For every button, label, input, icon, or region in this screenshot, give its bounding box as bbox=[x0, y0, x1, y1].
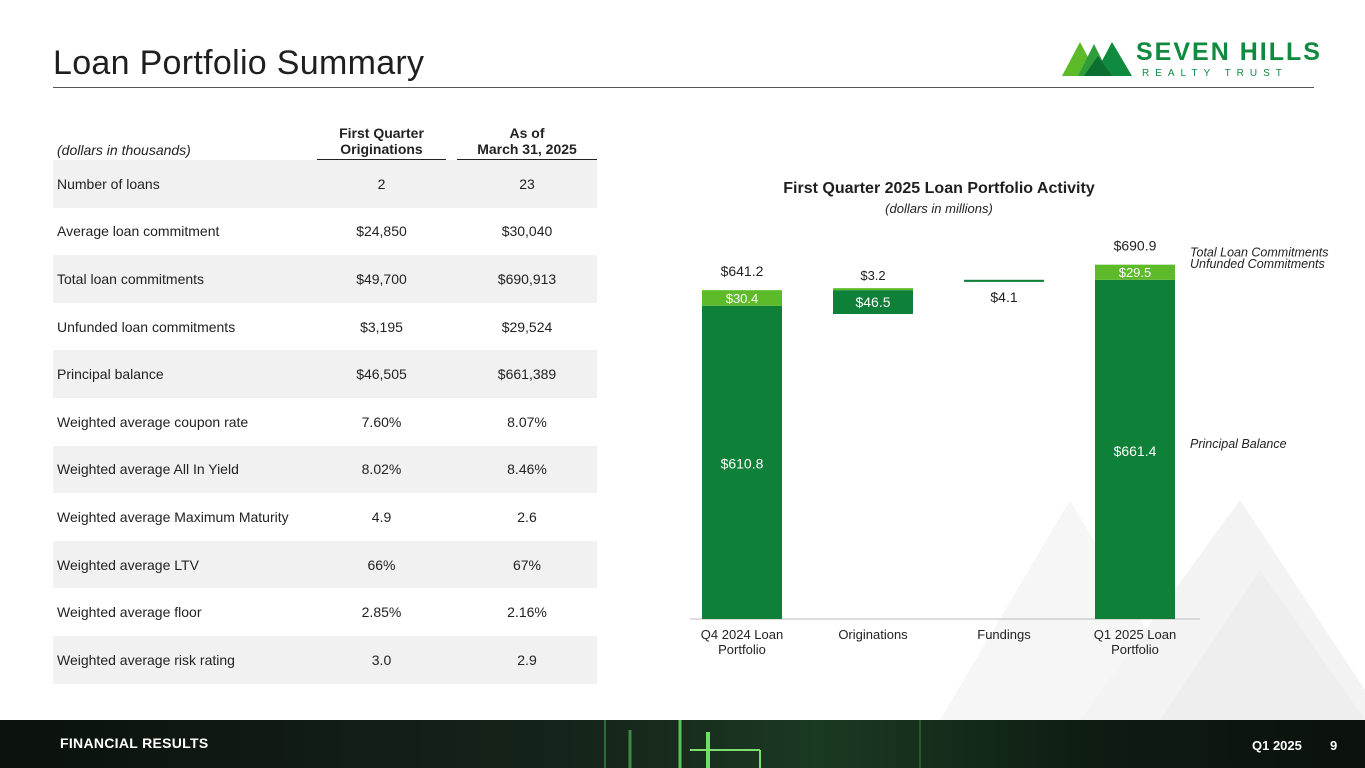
loan-summary-table: (dollars in thousands) First Quarter Ori… bbox=[53, 115, 597, 684]
row-label: Weighted average Maximum Maturity bbox=[57, 508, 289, 525]
row-q1-value: $3,195 bbox=[360, 318, 403, 335]
row-label: Unfunded loan commitments bbox=[57, 318, 236, 335]
row-asof-value: 2.6 bbox=[517, 508, 537, 525]
row-asof-value: $29,524 bbox=[501, 318, 553, 335]
bar-principal-2 bbox=[964, 279, 1044, 282]
category-label-3: Q1 2025 Loan bbox=[1094, 627, 1176, 642]
principal-label-0: $610.8 bbox=[721, 456, 764, 472]
category-label-0: Portfolio bbox=[718, 642, 766, 657]
footer-background bbox=[0, 720, 1365, 768]
row-asof-value: 67% bbox=[512, 556, 542, 573]
table-header: (dollars in thousands) First Quarter Ori… bbox=[53, 115, 597, 160]
footer-bar: FINANCIAL RESULTS Q1 2025 9 bbox=[0, 720, 1365, 768]
category-label-2: Fundings bbox=[977, 627, 1031, 642]
col-header-q1: First Quarter Originations bbox=[317, 125, 446, 160]
company-logo: SEVEN HILLS REALTY TRUST bbox=[1060, 38, 1320, 84]
row-label: Weighted average coupon rate bbox=[57, 413, 249, 430]
table-row: Number of loans 2 23 bbox=[53, 160, 597, 208]
row-q1-value: 2 bbox=[377, 175, 386, 192]
bar-unfunded-3 bbox=[1095, 264, 1175, 280]
legend-unfunded: Unfunded Commitments bbox=[1190, 257, 1325, 271]
row-q1-value: 4.9 bbox=[371, 508, 392, 525]
table-row: Weighted average All In Yield 8.02% 8.46% bbox=[53, 445, 597, 494]
col-header-q1-line2: Originations bbox=[340, 141, 423, 157]
footer-page-number: 9 bbox=[1330, 738, 1338, 753]
row-label: Weighted average risk rating bbox=[57, 651, 235, 668]
mountains-logo-icon bbox=[1062, 42, 1132, 76]
principal-label-1: $46.5 bbox=[855, 294, 890, 310]
row-asof-value: $30,040 bbox=[501, 223, 553, 240]
table-row: Weighted average risk rating 3.0 2.9 bbox=[53, 635, 597, 684]
row-q1-value: 8.02% bbox=[361, 461, 402, 478]
row-q1-value: $46,505 bbox=[356, 366, 407, 383]
category-label-0: Q4 2024 Loan bbox=[701, 627, 783, 642]
row-label: Weighted average floor bbox=[57, 604, 202, 621]
row-q1-value: $49,700 bbox=[356, 270, 407, 287]
row-label: Weighted average All In Yield bbox=[57, 461, 239, 478]
legend-principal: Principal Balance bbox=[1190, 437, 1287, 451]
row-asof-value: 8.07% bbox=[507, 413, 547, 430]
table-row: Weighted average Maximum Maturity 4.9 2.6 bbox=[53, 493, 597, 541]
unfunded-label-0: $30.4 bbox=[726, 291, 759, 306]
bar-unfunded-0 bbox=[702, 290, 782, 306]
category-label-1: Originations bbox=[838, 627, 908, 642]
col-header-q1-line1: First Quarter bbox=[339, 125, 424, 141]
logo-name: SEVEN HILLS bbox=[1136, 38, 1322, 66]
row-asof-value: 2.16% bbox=[507, 604, 547, 621]
units-label: (dollars in thousands) bbox=[57, 142, 191, 158]
bar-unfunded-1 bbox=[833, 288, 913, 291]
row-q1-value: 66% bbox=[367, 556, 396, 573]
footer-quarter: Q1 2025 bbox=[1252, 738, 1302, 753]
row-label: Principal balance bbox=[57, 366, 164, 383]
bar-principal-3 bbox=[1095, 279, 1175, 619]
table-row: Total loan commitments $49,700 $690,913 bbox=[53, 255, 597, 303]
chart-title: First Quarter 2025 Loan Portfolio Activi… bbox=[783, 180, 1095, 197]
bar-principal-0 bbox=[702, 305, 782, 619]
table-row: Weighted average coupon rate 7.60% 8.07% bbox=[53, 398, 597, 446]
chart-subtitle: (dollars in millions) bbox=[885, 201, 993, 216]
row-asof-value: 2.9 bbox=[517, 651, 537, 668]
footer-section-label: FINANCIAL RESULTS bbox=[60, 735, 209, 751]
row-q1-value: $24,850 bbox=[356, 223, 407, 240]
unfunded-label-1: $3.2 bbox=[860, 268, 885, 283]
row-asof-value: $661,389 bbox=[497, 366, 557, 383]
col-header-asof: As of March 31, 2025 bbox=[457, 125, 597, 160]
row-q1-value: 3.0 bbox=[371, 651, 392, 668]
table-row: Principal balance $46,505 $661,389 bbox=[53, 350, 597, 398]
title-divider bbox=[53, 87, 1314, 88]
total-label-0: $641.2 bbox=[721, 263, 764, 279]
row-asof-value: 23 bbox=[519, 175, 535, 192]
legend-total: Total Loan Commitments bbox=[1190, 246, 1329, 260]
logo-tagline: REALTY TRUST bbox=[1142, 68, 1288, 79]
table-row: Weighted average LTV 66% 67% bbox=[53, 540, 597, 589]
row-label: Average loan commitment bbox=[57, 223, 220, 240]
row-label: Number of loans bbox=[57, 175, 160, 192]
category-label-3: Portfolio bbox=[1111, 642, 1159, 657]
row-label: Weighted average LTV bbox=[57, 556, 199, 573]
table-row: Weighted average floor 2.85% 2.16% bbox=[53, 588, 597, 636]
total-label-3: $690.9 bbox=[1114, 238, 1157, 254]
table-row: Unfunded loan commitments $3,195 $29,524 bbox=[53, 303, 597, 351]
row-q1-value: 2.85% bbox=[361, 604, 402, 621]
unfunded-label-3: $29.5 bbox=[1119, 265, 1152, 280]
bar-principal-1 bbox=[833, 290, 913, 315]
principal-label-3: $661.4 bbox=[1114, 443, 1157, 459]
loan-activity-chart: $30.4$610.8$641.2Q4 2024 LoanPortfolio$3… bbox=[690, 238, 1329, 657]
row-asof-value: $690,913 bbox=[497, 270, 557, 287]
principal-label-2: $4.1 bbox=[990, 289, 1017, 305]
row-q1-value: 7.60% bbox=[361, 413, 402, 430]
row-label: Total loan commitments bbox=[57, 270, 205, 287]
row-asof-value: 8.46% bbox=[507, 461, 547, 478]
col-header-asof-line1: As of bbox=[509, 125, 545, 141]
page-title: Loan Portfolio Summary bbox=[53, 44, 425, 82]
table-row: Average loan commitment $24,850 $30,040 bbox=[53, 208, 597, 256]
col-header-asof-line2: March 31, 2025 bbox=[477, 141, 577, 157]
